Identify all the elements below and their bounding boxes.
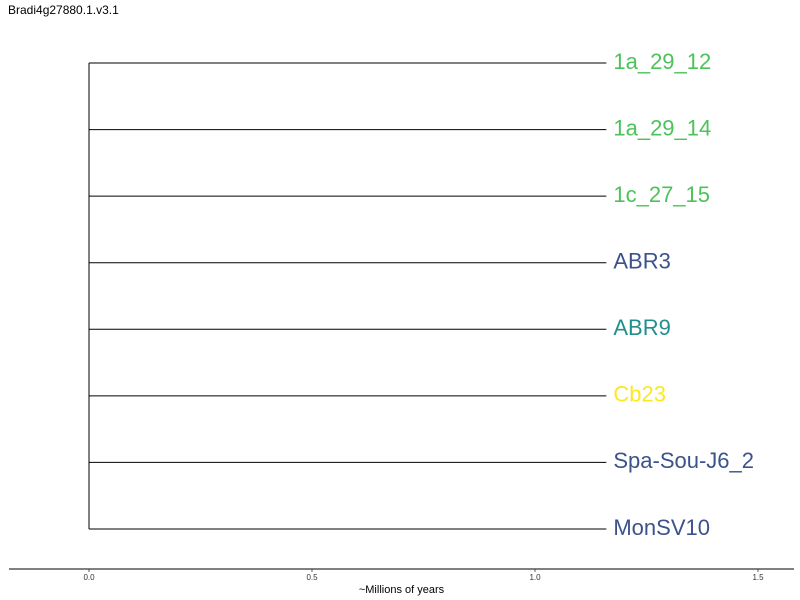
tree-title: Bradi4g27880.1.v3.1 bbox=[8, 3, 119, 17]
leaf-labels: 1a_29_12 1a_29_14 1c_27_15 ABR3 ABR9 Cb23 Spa-… bbox=[613, 49, 754, 540]
leaf-label: Spa-Sou-J6_2 bbox=[613, 448, 754, 473]
leaf-label: ABR3 bbox=[613, 249, 670, 274]
x-tick-label: 1.5 bbox=[752, 573, 764, 582]
leaf-label: 1a_29_14 bbox=[613, 115, 711, 140]
tree-branches bbox=[88, 62, 607, 530]
leaf-label: Cb23 bbox=[613, 382, 666, 407]
leaf-label: ABR9 bbox=[613, 315, 670, 340]
x-axis-ticks: 0.0 0.5 1.0 1.5 bbox=[83, 569, 764, 582]
leaf-label: MonSV10 bbox=[613, 515, 710, 540]
x-tick-label: 0.0 bbox=[83, 573, 95, 582]
x-axis: 0.0 0.5 1.0 1.5 ~Millions of years bbox=[9, 568, 794, 596]
x-axis-title: ~Millions of years bbox=[359, 584, 445, 596]
leaf-label: 1a_29_12 bbox=[613, 49, 711, 74]
x-tick-label: 0.5 bbox=[306, 573, 318, 582]
leaf-label: 1c_27_15 bbox=[613, 182, 710, 207]
x-tick-label: 1.0 bbox=[529, 573, 541, 582]
